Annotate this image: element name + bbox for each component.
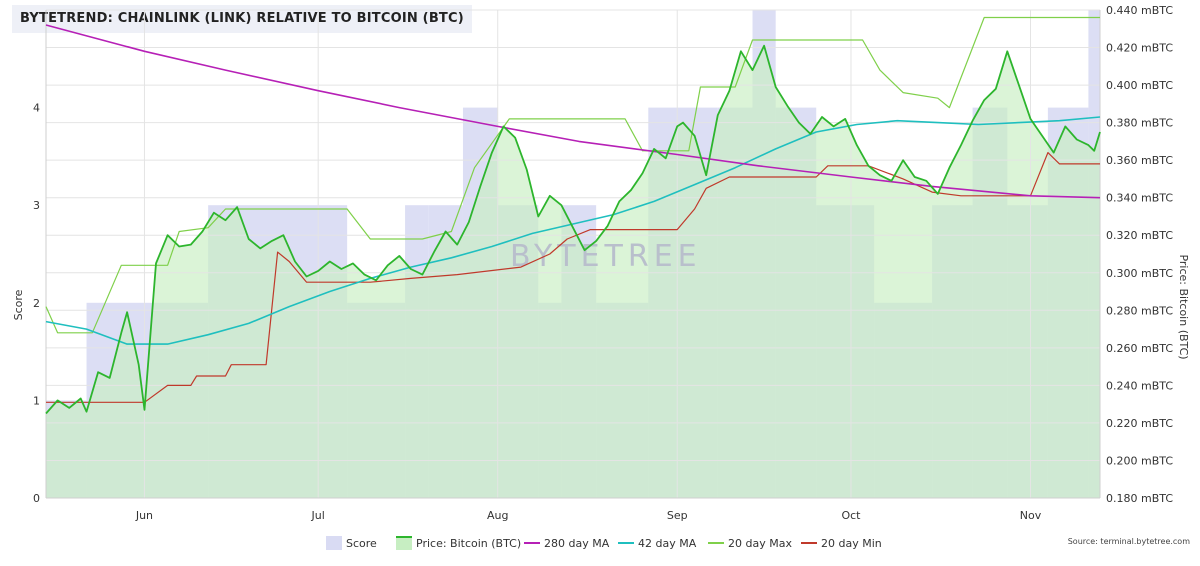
right-tick-label: 0.360 mBTC — [1106, 154, 1173, 167]
legend-label: 20 day Min — [821, 537, 882, 550]
right-tick-label: 0.240 mBTC — [1106, 379, 1173, 392]
watermark: BYTETREE — [510, 239, 702, 274]
left-tick-label: 4 — [33, 102, 40, 115]
series-line — [45, 16, 1100, 334]
left-tick-label: 3 — [33, 199, 40, 212]
legend-label: 20 day Max — [728, 537, 792, 550]
right-tick-label: 0.380 mBTC — [1106, 117, 1173, 130]
source-note: Source: terminal.bytetree.com — [1068, 537, 1190, 546]
legend-label: Score — [346, 537, 377, 550]
legend: Score Price: Bitcoin (BTC) 280 day MA 42 da… — [326, 536, 882, 550]
right-tick-label: 0.400 mBTC — [1106, 79, 1173, 92]
legend-label: 280 day MA — [544, 537, 610, 550]
right-tick-label: 0.340 mBTC — [1106, 192, 1173, 205]
x-tick-label: Sep — [667, 509, 688, 522]
right-axis-title: Price: Bitcoin (BTC) — [1177, 254, 1190, 359]
right-tick-label: 0.300 mBTC — [1106, 267, 1173, 280]
left-tick-label: 1 — [33, 394, 40, 407]
x-tick-label: Nov — [1020, 509, 1042, 522]
left-tick-label: 0 — [33, 492, 40, 505]
right-tick-label: 0.260 mBTC — [1106, 342, 1173, 355]
x-tick-label: Aug — [487, 509, 508, 522]
x-tick-label: Jul — [311, 509, 325, 522]
series-line — [45, 44, 1101, 415]
right-tick-label: 0.220 mBTC — [1106, 417, 1173, 430]
right-tick-label: 0.180 mBTC — [1106, 492, 1173, 505]
legend-label: 42 day MA — [638, 537, 697, 550]
x-tick-label: Oct — [841, 509, 861, 522]
right-tick-label: 0.280 mBTC — [1106, 304, 1173, 317]
left-tick-label: 2 — [33, 297, 40, 310]
right-tick-label: 0.200 mBTC — [1106, 454, 1173, 467]
series-line — [45, 24, 1101, 199]
right-tick-label: 0.320 mBTC — [1106, 229, 1173, 242]
series-line — [45, 116, 1101, 345]
x-axis: Jun Jul Aug Sep Oct Nov — [135, 509, 1042, 522]
legend-label: Price: Bitcoin (BTC) — [416, 537, 521, 550]
legend-swatch — [396, 536, 412, 550]
left-axis-title: Score — [12, 289, 25, 320]
x-tick-label: Jun — [135, 509, 153, 522]
series-lines — [45, 16, 1101, 415]
right-axis: 0.180 mBTC 0.200 mBTC 0.220 mBTC 0.240 mBTC… — [1106, 4, 1173, 505]
legend-swatch — [326, 536, 342, 550]
gridlines — [45, 9, 1101, 499]
left-axis: 0 1 2 3 4 — [33, 102, 40, 505]
series-line — [46, 152, 1100, 403]
right-tick-label: 0.440 mBTC — [1106, 4, 1173, 17]
right-tick-label: 0.420 mBTC — [1106, 42, 1173, 55]
